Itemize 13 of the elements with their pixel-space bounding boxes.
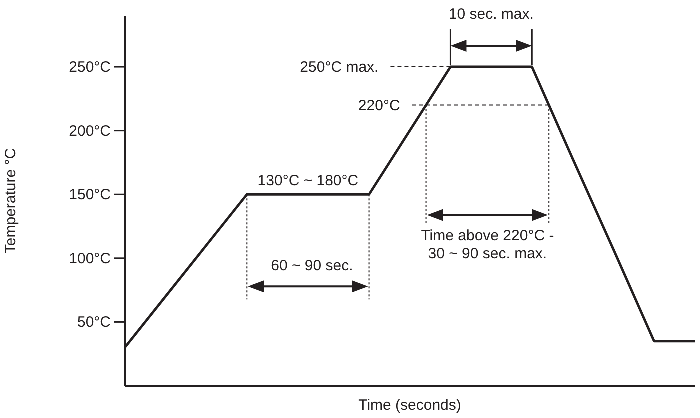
- ref-line-label: 250°C max.: [300, 59, 379, 76]
- ref-line-label: 220°C: [358, 97, 400, 114]
- annotation: Time above 220°C - 30 ~ 90 sec. max.: [421, 227, 554, 262]
- y-tick-label: 250°C: [69, 59, 112, 76]
- y-axis-title: Temperature °C: [2, 148, 20, 254]
- y-tick-label: 200°C: [69, 122, 112, 140]
- annotation: 10 sec. max.: [448, 6, 534, 24]
- annotation: 130°C ~ 180°C: [258, 172, 359, 190]
- y-tick-label: 50°C: [77, 314, 112, 332]
- x-axis-title: Time (seconds): [358, 397, 462, 414]
- annotation: 60 ~ 90 sec.: [271, 258, 354, 275]
- y-tick-label: 100°C: [69, 250, 112, 268]
- y-tick-label: 150°C: [69, 186, 112, 204]
